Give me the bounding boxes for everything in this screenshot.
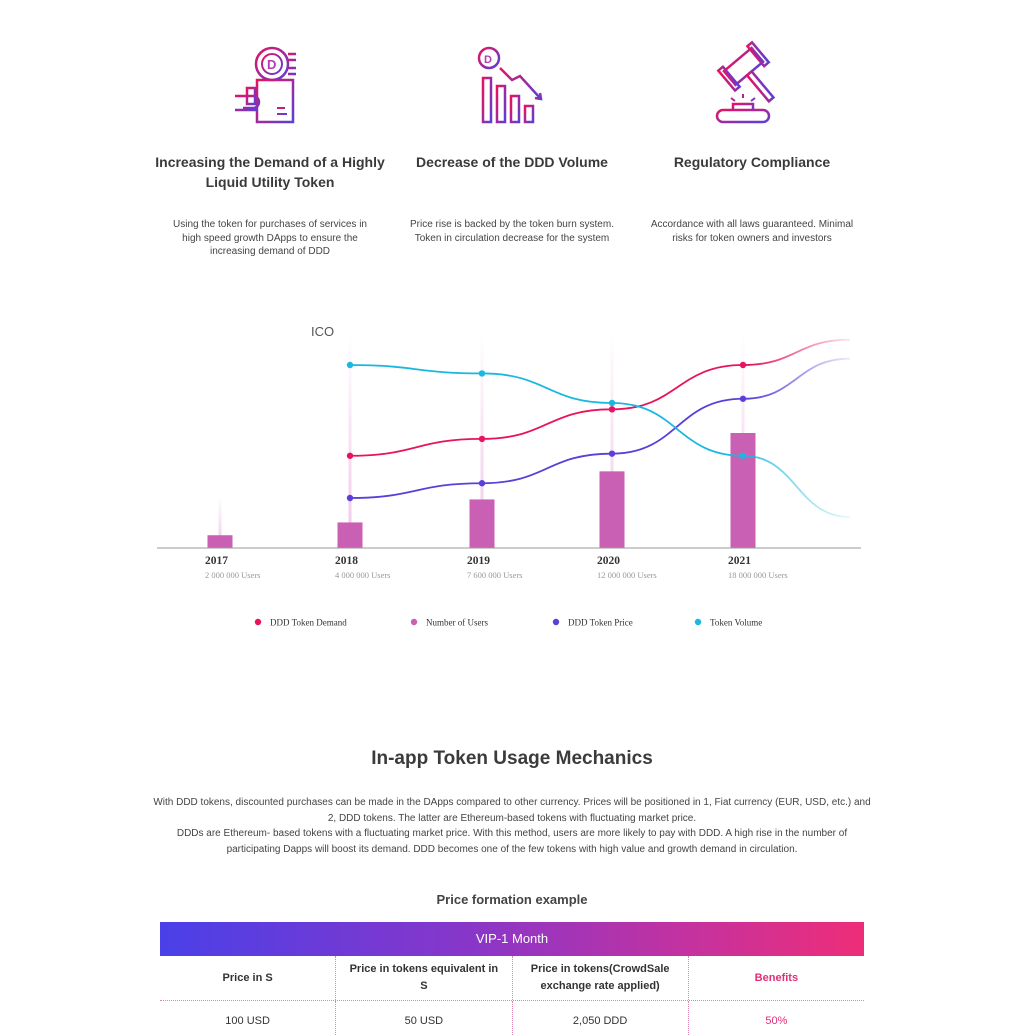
series-point [346, 361, 354, 369]
price-table-title: Price formation example [436, 892, 588, 907]
feature-description: Accordance with all laws guaranteed. Min… [650, 219, 854, 244]
feature-title: Regulatory Compliance [673, 154, 831, 170]
feature-description: Price rise is backed by the token burn s… [410, 219, 614, 244]
legend-swatch [410, 618, 418, 626]
x-tick-label: 2018 [335, 555, 358, 567]
column-header: Benefits [687, 956, 864, 1000]
x-tick-label: 2017 [205, 555, 228, 567]
x-tick-sublabel: 2 000 000 Users [205, 570, 260, 580]
user-bar [599, 471, 625, 548]
feature-compliance: Regulatory Compliance Accordance with al… [632, 40, 872, 245]
x-tick-sublabel: 4 000 000 Users [335, 570, 390, 580]
mechanics-text: With DDD tokens, discounted purchases ca… [150, 795, 874, 857]
series-point [608, 450, 616, 457]
series-point [739, 395, 747, 402]
feature-title: Increasing the Demand of a Highly Liquid… [155, 154, 385, 190]
glow-line [610, 333, 614, 548]
legend-swatch [694, 618, 702, 626]
legend-label: Number of Users [426, 618, 488, 628]
series-point [739, 452, 747, 459]
mechanics-paragraph: With DDD tokens, discounted purchases ca… [153, 797, 871, 824]
mechanics-title: In-app Token Usage Mechanics [371, 748, 653, 769]
table-row: 100 USD 50 USD 2,050 DDD 50% [160, 1001, 864, 1035]
x-tick-sublabel: 7 600 000 Users [467, 570, 522, 580]
x-tick-label: 2020 [597, 555, 620, 567]
svg-text:D: D [267, 57, 276, 72]
svg-text:D: D [484, 54, 492, 66]
glow-line [218, 498, 222, 548]
column-header: Price in tokens equivalent in S [335, 956, 511, 1000]
user-bar [469, 499, 495, 548]
series-point [346, 452, 354, 459]
series-point [478, 370, 486, 377]
price-table: VIP-1 Month Price in S Price in tokens e… [160, 922, 864, 1035]
table-cell: 2,050 DDD [511, 1001, 688, 1035]
glow-line [348, 333, 352, 548]
series-point [478, 480, 486, 487]
user-bar [337, 522, 363, 548]
feature-demand: D Increasing the Demand of a Highly Liqu… [150, 40, 390, 259]
gavel-icon [715, 40, 776, 124]
legend-label: DDD Token Price [568, 618, 633, 628]
x-tick-sublabel: 18 000 000 Users [728, 570, 788, 580]
series-point [478, 435, 486, 443]
series-line [349, 338, 851, 457]
feature-description: Using the token for purchases of service… [173, 219, 367, 257]
growth-chart: 2017 2 000 000 Users 2018 4 000 000 Users 20… [157, 324, 861, 628]
series-point [739, 361, 747, 369]
x-tick-label: 2019 [467, 555, 490, 567]
legend-label: Token Volume [710, 618, 762, 628]
table-header-row: Price in S Price in tokens equivalent in… [160, 956, 864, 1001]
feature-title: Decrease of the DDD Volume [416, 154, 608, 170]
column-header: Price in tokens(CrowdSale exchange rate … [511, 956, 688, 1000]
x-tick-label: 2021 [728, 555, 751, 567]
ico-annotation: ICO [311, 324, 334, 339]
table-cell: 100 USD [225, 1015, 270, 1027]
declining-bar-chart-icon: D [477, 46, 543, 124]
x-tick-sublabel: 12 000 000 Users [597, 570, 657, 580]
series-point [608, 406, 616, 413]
user-bar [730, 433, 756, 548]
mechanics-paragraph: DDDs are Ethereum- based tokens with a f… [176, 828, 848, 855]
series-point [608, 399, 616, 407]
legend-swatch [254, 618, 262, 626]
table-cell: 50 USD [335, 1001, 511, 1035]
legend-label: DDD Token Demand [270, 618, 347, 628]
user-bar [207, 535, 233, 548]
plan-header: VIP-1 Month [160, 922, 864, 956]
token-coins-hand-icon: D [235, 46, 296, 124]
legend-swatch [552, 618, 560, 626]
feature-volume: D Decrease of the DDD Volume Price rise … [392, 40, 632, 245]
column-header: Price in S [222, 971, 273, 984]
table-cell: 50% [687, 1001, 864, 1035]
series-point [346, 494, 354, 502]
